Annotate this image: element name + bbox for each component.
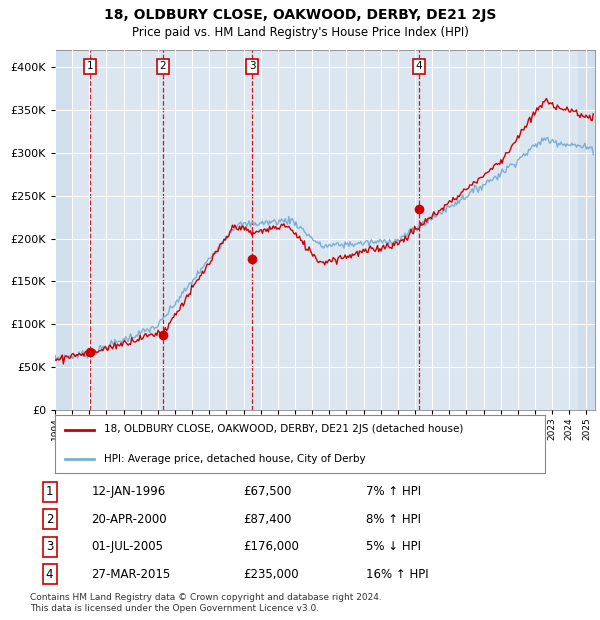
Text: Price paid vs. HM Land Registry's House Price Index (HPI): Price paid vs. HM Land Registry's House … [131, 26, 469, 39]
Text: 1: 1 [86, 61, 93, 71]
Text: 18, OLDBURY CLOSE, OAKWOOD, DERBY, DE21 2JS: 18, OLDBURY CLOSE, OAKWOOD, DERBY, DE21 … [104, 8, 496, 22]
Text: 01-JUL-2005: 01-JUL-2005 [92, 540, 164, 553]
Text: HPI: Average price, detached house, City of Derby: HPI: Average price, detached house, City… [104, 453, 365, 464]
Text: 7% ↑ HPI: 7% ↑ HPI [366, 485, 421, 498]
Bar [55, 50, 72, 410]
Text: 5% ↓ HPI: 5% ↓ HPI [366, 540, 421, 553]
Text: 4: 4 [46, 568, 53, 581]
Bar [578, 50, 595, 410]
Bar [578, 50, 595, 410]
Text: 27-MAR-2015: 27-MAR-2015 [92, 568, 171, 581]
Text: 1: 1 [46, 485, 53, 498]
Text: 12-JAN-1996: 12-JAN-1996 [92, 485, 166, 498]
Bar [55, 50, 72, 410]
Text: £235,000: £235,000 [243, 568, 298, 581]
Text: 4: 4 [416, 61, 422, 71]
Text: £67,500: £67,500 [243, 485, 291, 498]
Text: 2: 2 [46, 513, 53, 526]
Bar [578, 50, 595, 410]
Text: 2: 2 [160, 61, 166, 71]
Bar [55, 50, 72, 410]
Text: 8% ↑ HPI: 8% ↑ HPI [366, 513, 421, 526]
Text: 3: 3 [249, 61, 256, 71]
Text: 18, OLDBURY CLOSE, OAKWOOD, DERBY, DE21 2JS (detached house): 18, OLDBURY CLOSE, OAKWOOD, DERBY, DE21 … [104, 425, 463, 435]
Text: £87,400: £87,400 [243, 513, 291, 526]
Text: £176,000: £176,000 [243, 540, 299, 553]
Text: 16% ↑ HPI: 16% ↑ HPI [366, 568, 428, 581]
Text: 3: 3 [46, 540, 53, 553]
Text: 20-APR-2000: 20-APR-2000 [92, 513, 167, 526]
Text: Contains HM Land Registry data © Crown copyright and database right 2024.
This d: Contains HM Land Registry data © Crown c… [30, 593, 382, 613]
